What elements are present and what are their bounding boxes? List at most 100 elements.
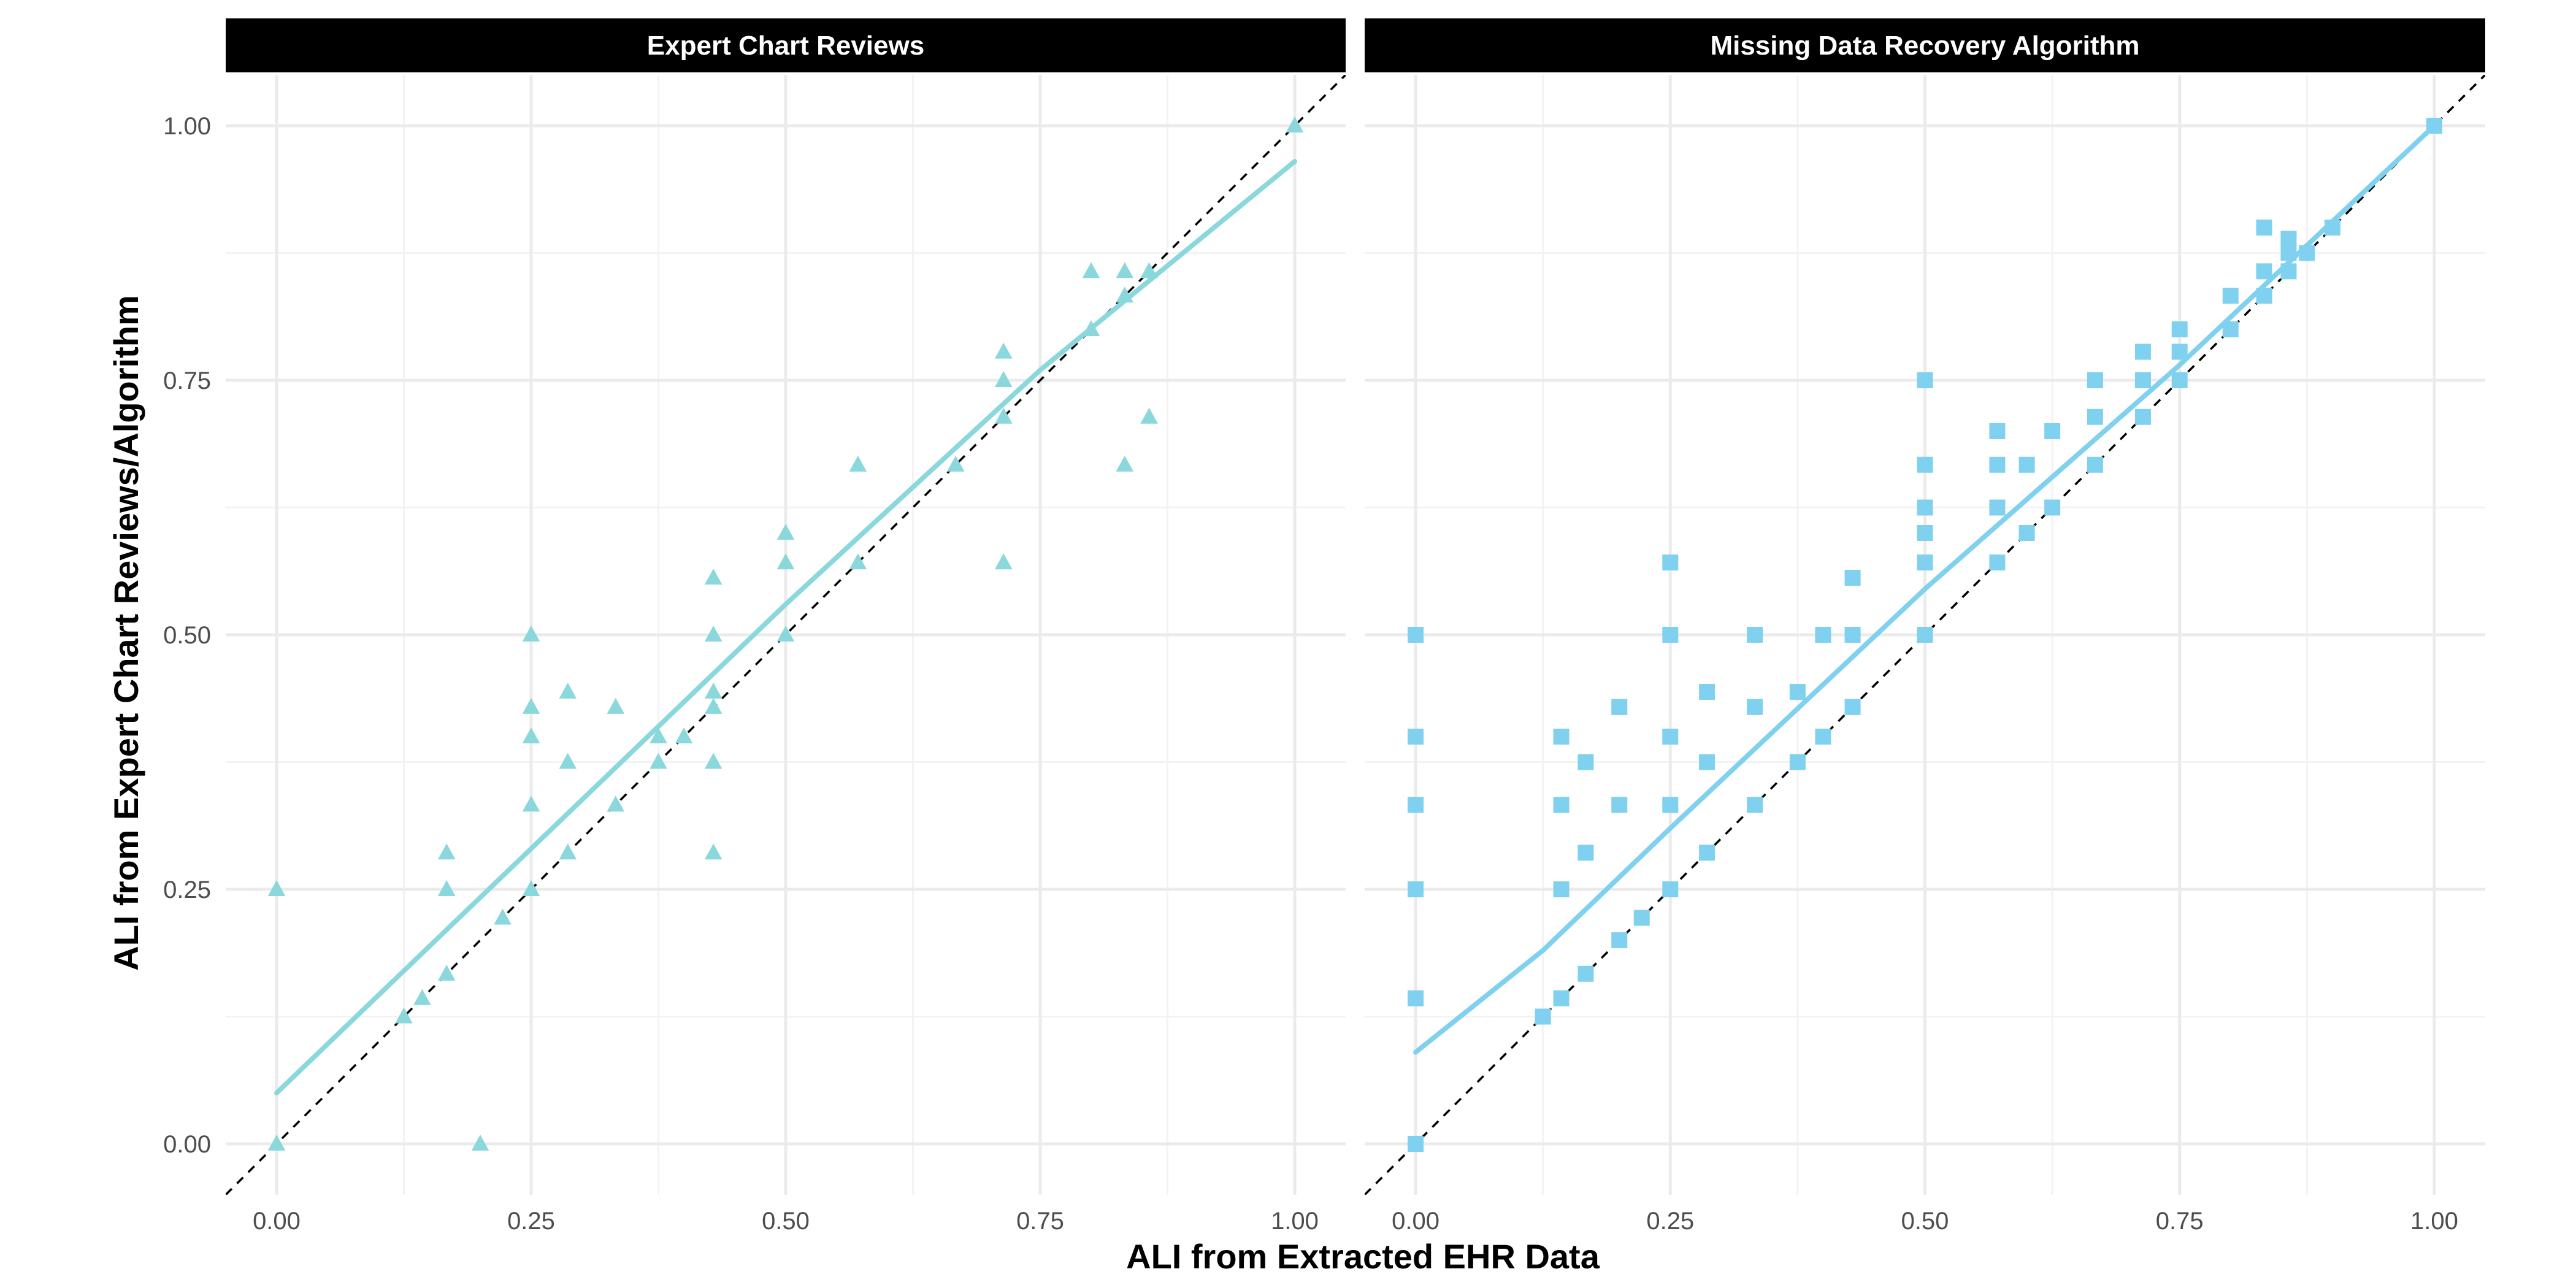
data-point-square [1553, 881, 1570, 897]
data-point-triangle [704, 697, 723, 714]
data-point-triangle [994, 407, 1013, 424]
data-point-square [1815, 627, 1831, 643]
data-point-triangle [607, 697, 625, 714]
data-point-square [1553, 797, 1570, 813]
data-point-square [1699, 683, 1715, 700]
data-point-triangle [650, 753, 667, 769]
data-point-square [2087, 408, 2103, 425]
data-point-triangle [704, 626, 723, 642]
data-point-triangle [994, 342, 1013, 359]
data-point-square [1577, 754, 1594, 770]
data-point-square [1535, 1008, 1551, 1025]
data-point-square [1917, 525, 1933, 541]
x-tick-label-2: 0.50 [1901, 1208, 1949, 1235]
data-point-square [1408, 797, 1424, 813]
data-point-square [1747, 797, 1763, 813]
data-point-square [1747, 627, 1763, 643]
data-point-square [1611, 797, 1628, 813]
data-point-square [1917, 554, 1933, 571]
data-point-triangle [522, 626, 540, 642]
data-point-triangle [675, 727, 693, 744]
data-point-triangle [559, 843, 577, 860]
data-point-triangle [994, 371, 1013, 388]
data-point-square [1699, 754, 1715, 770]
data-point-square [1917, 627, 1933, 643]
data-point-square [2087, 372, 2103, 388]
y-axis-title: ALI from Expert Chart Reviews/Algorithm [107, 295, 145, 971]
data-point-square [1408, 627, 1424, 643]
data-point-triangle [776, 524, 795, 540]
data-point-triangle [704, 753, 723, 769]
data-point-triangle [413, 989, 431, 1005]
data-point-triangle [1116, 455, 1134, 472]
facet-title: Expert Chart Reviews [647, 31, 924, 61]
data-point-triangle [395, 1007, 413, 1024]
facet-title: Missing Data Recovery Algorithm [1710, 31, 2139, 61]
data-point-square [1611, 932, 1628, 948]
y-tick-label-3: 0.75 [163, 367, 211, 394]
data-point-square [1408, 1136, 1424, 1152]
data-point-square [1662, 797, 1679, 813]
data-point-triangle [704, 843, 723, 860]
data-point-triangle [471, 1135, 489, 1151]
data-point-square [2044, 423, 2061, 439]
x-tick-label-4: 1.00 [2410, 1208, 2458, 1235]
data-point-triangle [522, 880, 540, 897]
data-point-square [1553, 990, 1570, 1006]
data-point-square [2134, 343, 2151, 360]
x-axis-title: ALI from Extracted EHR Data [1126, 1237, 1600, 1276]
data-point-triangle [559, 683, 577, 699]
data-point-triangle [1082, 262, 1100, 278]
data-point-square [1844, 627, 1861, 643]
data-point-triangle [1140, 407, 1158, 424]
data-point-triangle [559, 753, 577, 769]
facet-strip [226, 18, 1346, 72]
data-point-triangle [437, 964, 456, 981]
data-point-square [1408, 729, 1424, 745]
data-point-square [1989, 554, 2006, 571]
data-point-triangle [522, 727, 540, 744]
data-point-square [1408, 990, 1424, 1006]
data-point-square [1611, 699, 1628, 715]
data-point-square [1917, 372, 1933, 388]
data-point-square [1917, 456, 1933, 473]
x-tick-label-0: 0.00 [1392, 1208, 1439, 1235]
data-point-square [1815, 729, 1831, 745]
x-tick-label-3: 0.75 [1016, 1208, 1064, 1235]
x-tick-label-4: 1.00 [1271, 1208, 1319, 1235]
data-point-square [1989, 499, 2006, 516]
data-point-square [1662, 627, 1679, 643]
data-point-square [1789, 754, 1806, 770]
data-point-square [1662, 554, 1679, 571]
data-point-square [1747, 699, 1763, 715]
data-point-triangle [849, 553, 867, 570]
smooth-fit-line [1413, 123, 2437, 1055]
data-point-square [1633, 910, 1650, 926]
y-tick-label-1: 0.25 [163, 876, 211, 903]
x-tick-label-0: 0.00 [253, 1208, 301, 1235]
x-tick-label-1: 0.25 [507, 1208, 555, 1235]
x-tick-label-2: 0.50 [762, 1208, 810, 1235]
data-point-square [2222, 288, 2239, 304]
data-point-square [1844, 570, 1861, 586]
data-point-triangle [776, 626, 795, 642]
data-point-square [2256, 263, 2272, 280]
data-point-square [1662, 881, 1679, 897]
data-point-triangle [1286, 117, 1304, 133]
data-point-triangle [437, 843, 456, 860]
data-point-square [1408, 881, 1424, 897]
data-point-square [1553, 729, 1570, 745]
data-point-square [2171, 372, 2188, 388]
data-point-square [2044, 499, 2061, 516]
data-point-square [2256, 220, 2272, 236]
data-point-square [2087, 456, 2103, 473]
data-point-triangle [522, 697, 540, 714]
data-point-triangle [994, 553, 1013, 570]
data-point-triangle [704, 683, 723, 699]
data-point-square [1917, 499, 1933, 516]
data-point-square [1577, 845, 1594, 861]
data-point-triangle [267, 880, 286, 897]
x-tick-label-1: 0.25 [1646, 1208, 1694, 1235]
data-point-triangle [650, 727, 667, 744]
